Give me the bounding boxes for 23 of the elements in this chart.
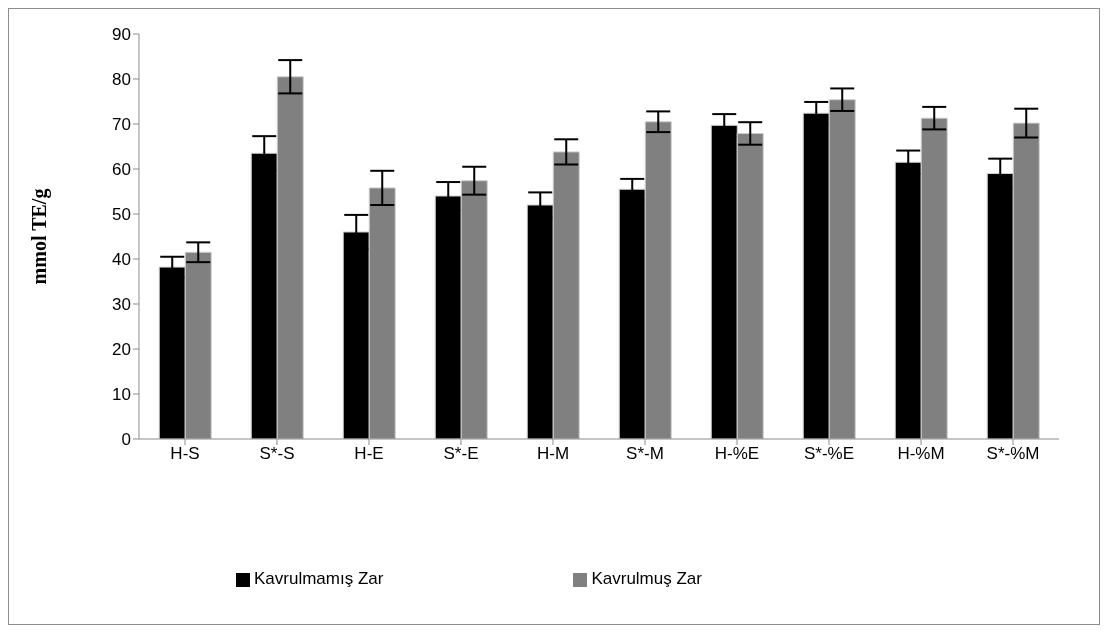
- x-tick-label: H-S: [170, 444, 200, 464]
- x-tick-label: S*-%M: [986, 444, 1040, 464]
- y-tick-label: 50: [112, 205, 131, 225]
- y-tick-label: 70: [112, 115, 131, 135]
- y-tick-label: 40: [112, 250, 131, 270]
- y-tick-label: 0: [121, 430, 131, 450]
- y-axis-title: mmol TE/g: [28, 188, 52, 285]
- legend-label: Kavrulmuş Zar: [591, 569, 702, 588]
- x-tick-label: H-%M: [897, 444, 945, 464]
- y-tick-label: 80: [112, 70, 131, 90]
- y-tick-label: 20: [112, 340, 131, 360]
- y-tick-label: 30: [112, 295, 131, 315]
- x-tick-label: S*-M: [626, 444, 664, 464]
- x-tick-label: H-%E: [714, 444, 760, 464]
- x-tick-label: S*-%E: [803, 444, 855, 464]
- y-tick-label: 60: [112, 160, 131, 180]
- x-tick-label: S*-E: [443, 444, 479, 464]
- legend-label: Kavrulmamış Zar: [254, 569, 384, 588]
- y-tick-label: 10: [112, 385, 131, 405]
- y-tick-label: 90: [112, 25, 131, 45]
- x-tick-label: H-M: [536, 444, 570, 464]
- x-tick-label: S*-S: [259, 444, 295, 464]
- x-tick-label: H-E: [354, 444, 384, 464]
